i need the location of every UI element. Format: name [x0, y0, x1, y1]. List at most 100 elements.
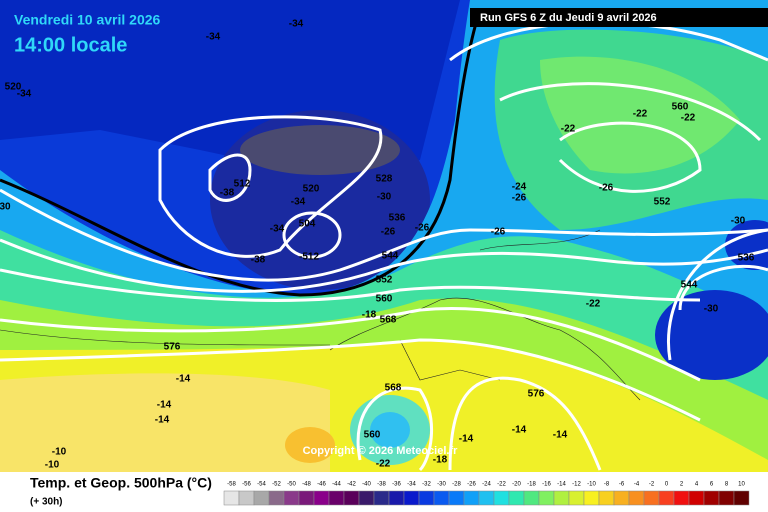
- contour-label: 552: [654, 197, 671, 208]
- contour: [667, 228, 768, 361]
- contour-label: 30: [0, 202, 11, 213]
- legend-swatch: [733, 490, 750, 506]
- contour-label: 504: [299, 219, 316, 230]
- legend-swatch: [478, 490, 495, 506]
- legend-tick: 6: [710, 482, 714, 488]
- legend-tick: -58: [227, 482, 236, 488]
- low-core: [240, 125, 400, 175]
- legend-swatch: [583, 490, 600, 506]
- contour-label: -34: [270, 224, 285, 235]
- legend-swatch: [568, 490, 585, 506]
- contour: [0, 306, 701, 382]
- legend-tick: -12: [572, 482, 581, 488]
- legend-tick: -50: [287, 482, 296, 488]
- contour-label: 576: [164, 342, 181, 353]
- contour-label: -30: [704, 304, 719, 315]
- contour-label: -22: [561, 124, 576, 135]
- legend-tick: -8: [604, 482, 610, 488]
- legend-swatch: [628, 490, 645, 506]
- legend-tick: -40: [362, 482, 371, 488]
- legend-swatch: [718, 490, 735, 506]
- copyright: Copyright © 2026 Meteociel.fr: [303, 445, 459, 457]
- legend-tick: -6: [619, 482, 625, 488]
- legend-tick: -24: [482, 482, 491, 488]
- contour-label: -14: [157, 400, 172, 411]
- legend-tick: 4: [695, 482, 699, 488]
- legend-swatch: [388, 490, 405, 506]
- legend-swatch: [373, 490, 390, 506]
- legend-tick: -48: [302, 482, 311, 488]
- legend-swatch: [223, 490, 240, 506]
- legend-tick: -16: [542, 482, 551, 488]
- legend-tick: -38: [377, 482, 386, 488]
- date: Vendredi 10 avril 2026: [14, 12, 161, 28]
- contour: [282, 211, 342, 259]
- legend-swatch: [463, 490, 480, 506]
- legend-tick: -36: [392, 482, 401, 488]
- warm-spot: [285, 427, 335, 463]
- legend-swatch: [433, 490, 450, 506]
- contour-label: -18: [362, 310, 377, 321]
- contour-label: 520: [5, 82, 22, 93]
- legend-swatch: [703, 490, 720, 506]
- legend-tick: -2: [649, 482, 655, 488]
- legend-tick: -18: [527, 482, 536, 488]
- legend-tick: -14: [557, 482, 566, 488]
- legend-swatch: [403, 490, 420, 506]
- legend-tick: 8: [725, 482, 729, 488]
- contour-label: -10: [45, 460, 60, 471]
- contour-label: -26: [415, 223, 430, 234]
- legend-tick: -20: [512, 482, 521, 488]
- legend-tick: -32: [422, 482, 431, 488]
- legend-swatch: [313, 490, 330, 506]
- contour-label: 544: [382, 251, 399, 262]
- contour-label: 520: [303, 184, 320, 195]
- contour-label: -34: [289, 19, 304, 30]
- legend-swatch: [523, 490, 540, 506]
- contour-label: -24: [512, 182, 527, 193]
- legend-tick: -52: [272, 482, 281, 488]
- legend-swatch: [283, 490, 300, 506]
- east-low: [655, 290, 768, 380]
- legend-swatch: [598, 490, 615, 506]
- contour: [208, 153, 252, 202]
- coastlines: [0, 229, 641, 401]
- contour-label: -18: [433, 455, 448, 466]
- contour: [356, 376, 602, 472]
- footer-title: Temp. et Geop. 500hPa (°C): [30, 475, 212, 491]
- contour-label: 552: [376, 275, 393, 286]
- contour-label: -22: [681, 113, 696, 124]
- legend-tick: -42: [347, 482, 356, 488]
- contour: [0, 188, 768, 282]
- cold-pool-core: [370, 412, 410, 448]
- contour-label: -22: [376, 459, 391, 470]
- legend-swatch: [508, 490, 525, 506]
- legend-tick: -10: [587, 482, 596, 488]
- contour: [0, 268, 701, 302]
- legend-tick: -44: [332, 482, 341, 488]
- contour-label: 544: [681, 280, 698, 291]
- contour-label: -34: [291, 197, 306, 208]
- contour-label: 536: [389, 213, 406, 224]
- contour-label: -10: [52, 447, 67, 458]
- contour-label: 512: [234, 179, 251, 190]
- contour-label: -512: [299, 252, 319, 263]
- legend-swatch: [358, 490, 375, 506]
- legend-swatch: [658, 490, 675, 506]
- contour-label: 568: [380, 315, 397, 326]
- legend-tick: 2: [680, 482, 684, 488]
- legend-swatch: [613, 490, 630, 506]
- legend-swatch: [643, 490, 660, 506]
- legend-tick: -4: [634, 482, 640, 488]
- contour: [0, 238, 768, 293]
- contour-label: -14: [512, 425, 527, 436]
- contour-label: -22: [586, 299, 601, 310]
- time: 14:00 locale: [14, 34, 127, 56]
- contour-label: -26: [512, 193, 527, 204]
- legend-swatch: [448, 490, 465, 506]
- contour-label: -26: [599, 183, 614, 194]
- legend-swatch: [673, 490, 690, 506]
- legend-tick: -46: [317, 482, 326, 488]
